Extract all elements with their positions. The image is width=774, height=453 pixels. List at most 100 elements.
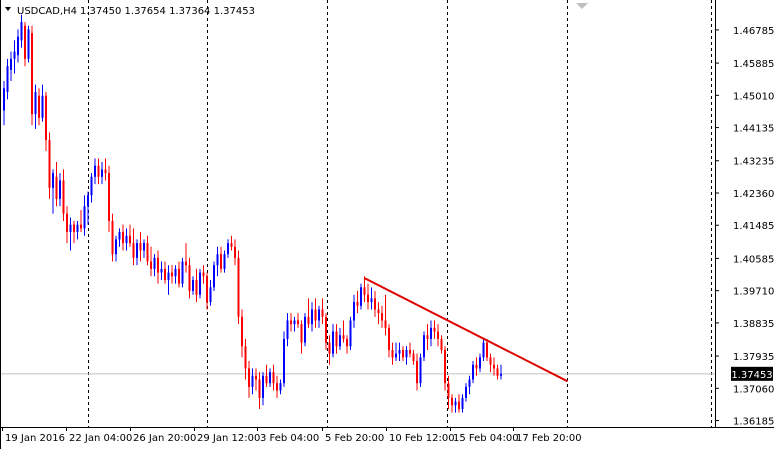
time-tick-label: 22 Jan 04:00: [69, 433, 132, 444]
candle: [104, 158, 107, 181]
candle: [199, 268, 201, 299]
candle-body: [251, 375, 254, 387]
candle-body: [17, 36, 19, 56]
candle: [76, 221, 79, 240]
candle: [486, 338, 488, 362]
candle: [339, 327, 341, 350]
candle: [489, 353, 492, 373]
candle: [31, 25, 33, 126]
candle: [465, 383, 467, 402]
candle-body: [475, 364, 478, 369]
candle: [153, 254, 156, 277]
price-tick-label: 1.45010: [733, 91, 774, 102]
candle-body: [220, 254, 222, 269]
candle-body: [451, 397, 453, 406]
candle-body: [188, 265, 191, 292]
price-tick-label: 1.38835: [733, 319, 774, 330]
candle: [160, 261, 163, 280]
candle-body: [55, 176, 58, 199]
candle: [94, 158, 96, 185]
candle-body: [185, 261, 187, 266]
candle: [325, 313, 327, 350]
time-tick-label: 26 Jan 20:00: [133, 433, 196, 444]
candle-body: [416, 361, 418, 384]
candle-body: [283, 338, 285, 384]
candle: [185, 243, 187, 273]
candle: [318, 305, 320, 328]
candle-body: [66, 213, 68, 233]
current-price-text: 1.37453: [731, 370, 772, 381]
candle-body: [90, 176, 93, 196]
candle: [279, 379, 282, 395]
candle: [188, 257, 191, 299]
candle: [475, 357, 478, 376]
candle: [426, 324, 429, 350]
dropdown-triangle-icon[interactable]: [5, 7, 11, 11]
candle: [108, 165, 110, 233]
candle: [311, 302, 313, 332]
candle: [395, 342, 397, 362]
candle: [286, 313, 289, 347]
candle-body: [181, 261, 184, 284]
chart-shift-marker-icon[interactable]: [576, 3, 588, 9]
candle: [157, 250, 159, 284]
candle: [454, 397, 457, 413]
candle: [314, 298, 317, 328]
candle-body: [164, 268, 166, 280]
candle-body: [276, 383, 278, 391]
candle: [125, 228, 128, 251]
candle-body: [202, 272, 205, 277]
candle-body: [167, 272, 170, 280]
candle-body: [395, 353, 397, 358]
candle: [118, 228, 121, 247]
time-tick-label: 10 Feb 12:00: [389, 433, 455, 444]
candle: [20, 14, 23, 48]
candle-body: [479, 357, 481, 369]
candle-body: [391, 349, 394, 358]
candle-body: [199, 272, 201, 295]
candle-body: [468, 379, 471, 387]
candle: [367, 283, 369, 310]
candle: [6, 58, 9, 100]
candle: [167, 265, 170, 295]
candle-body: [444, 349, 446, 384]
candle-body: [157, 257, 159, 273]
candle: [66, 206, 68, 244]
candle: [230, 235, 233, 251]
candle: [482, 338, 485, 362]
candle: [360, 283, 362, 310]
candle-body: [160, 268, 163, 273]
candle-body: [101, 169, 103, 177]
candle-body: [195, 279, 198, 295]
candle: [213, 261, 215, 292]
candle: [48, 132, 51, 199]
candle-body: [437, 331, 439, 339]
trendline[interactable]: [364, 277, 568, 383]
candle-body: [297, 320, 299, 325]
candle: [258, 372, 261, 409]
candle-body: [307, 316, 310, 325]
candle-body: [388, 327, 390, 350]
candle: [304, 313, 306, 347]
candle: [111, 213, 114, 262]
candle-body: [412, 353, 415, 362]
candle: [234, 239, 236, 266]
candle: [262, 372, 264, 406]
candle: [139, 232, 142, 262]
price-tick-label: 1.42360: [733, 189, 774, 200]
candle-body: [286, 320, 289, 339]
candle-body: [52, 173, 54, 188]
candle: [87, 191, 89, 225]
candle-body: [94, 165, 96, 177]
candle-body: [363, 287, 366, 295]
candle: [300, 320, 303, 354]
candle: [115, 235, 117, 262]
candle-body: [125, 235, 128, 244]
candle: [493, 357, 495, 376]
candle-body: [489, 357, 492, 365]
candle: [307, 298, 310, 328]
candle: [181, 257, 184, 288]
ohlc-values: 1.37450 1.37654 1.37364 1.37453: [80, 6, 255, 17]
